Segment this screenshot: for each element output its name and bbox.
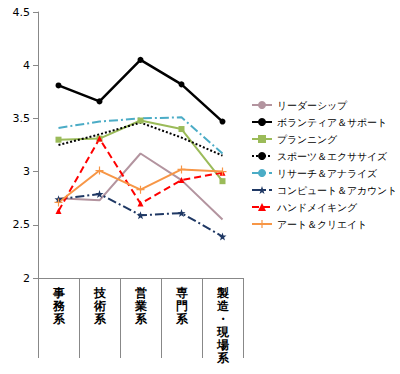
svg-text:系: 系 bbox=[93, 312, 107, 326]
svg-text:業: 業 bbox=[134, 299, 147, 313]
svg-text:現: 現 bbox=[216, 325, 230, 339]
svg-text:アート＆クリエイト: アート＆クリエイト bbox=[277, 219, 367, 230]
svg-text:務: 務 bbox=[52, 299, 66, 313]
svg-text:造: 造 bbox=[216, 299, 230, 313]
svg-text:4.5: 4.5 bbox=[13, 6, 31, 19]
svg-text:系: 系 bbox=[52, 312, 66, 326]
svg-text:2.5: 2.5 bbox=[13, 218, 31, 231]
svg-text:スポーツ＆エクササイズ: スポーツ＆エクササイズ bbox=[277, 151, 388, 162]
svg-text:ハンドメイキング: ハンドメイキング bbox=[276, 202, 358, 213]
svg-text:系: 系 bbox=[216, 351, 230, 365]
svg-text:プランニング: プランニング bbox=[277, 134, 338, 145]
svg-text:系: 系 bbox=[175, 312, 189, 326]
svg-text:製: 製 bbox=[216, 286, 229, 300]
svg-text:3.5: 3.5 bbox=[13, 112, 31, 125]
svg-text:3: 3 bbox=[23, 165, 30, 178]
svg-text:事: 事 bbox=[52, 286, 65, 300]
svg-text:門: 門 bbox=[176, 299, 188, 313]
svg-text:コンピュート＆アカウント: コンピュート＆アカウント bbox=[277, 185, 397, 196]
svg-text:術: 術 bbox=[93, 299, 106, 313]
svg-text:リーダーシップ: リーダーシップ bbox=[277, 100, 348, 111]
svg-text:専: 専 bbox=[175, 286, 188, 300]
svg-text:技: 技 bbox=[93, 286, 107, 300]
svg-text:ボランティア＆サポート: ボランティア＆サポート bbox=[277, 117, 387, 128]
svg-text:営: 営 bbox=[135, 286, 147, 300]
svg-text:系: 系 bbox=[134, 312, 148, 326]
svg-text:リサーチ＆アナライズ: リサーチ＆アナライズ bbox=[277, 168, 378, 179]
svg-text:2: 2 bbox=[23, 272, 30, 285]
svg-text:4: 4 bbox=[23, 59, 30, 72]
svg-text:場: 場 bbox=[216, 338, 229, 352]
svg-text:・: ・ bbox=[217, 312, 229, 326]
